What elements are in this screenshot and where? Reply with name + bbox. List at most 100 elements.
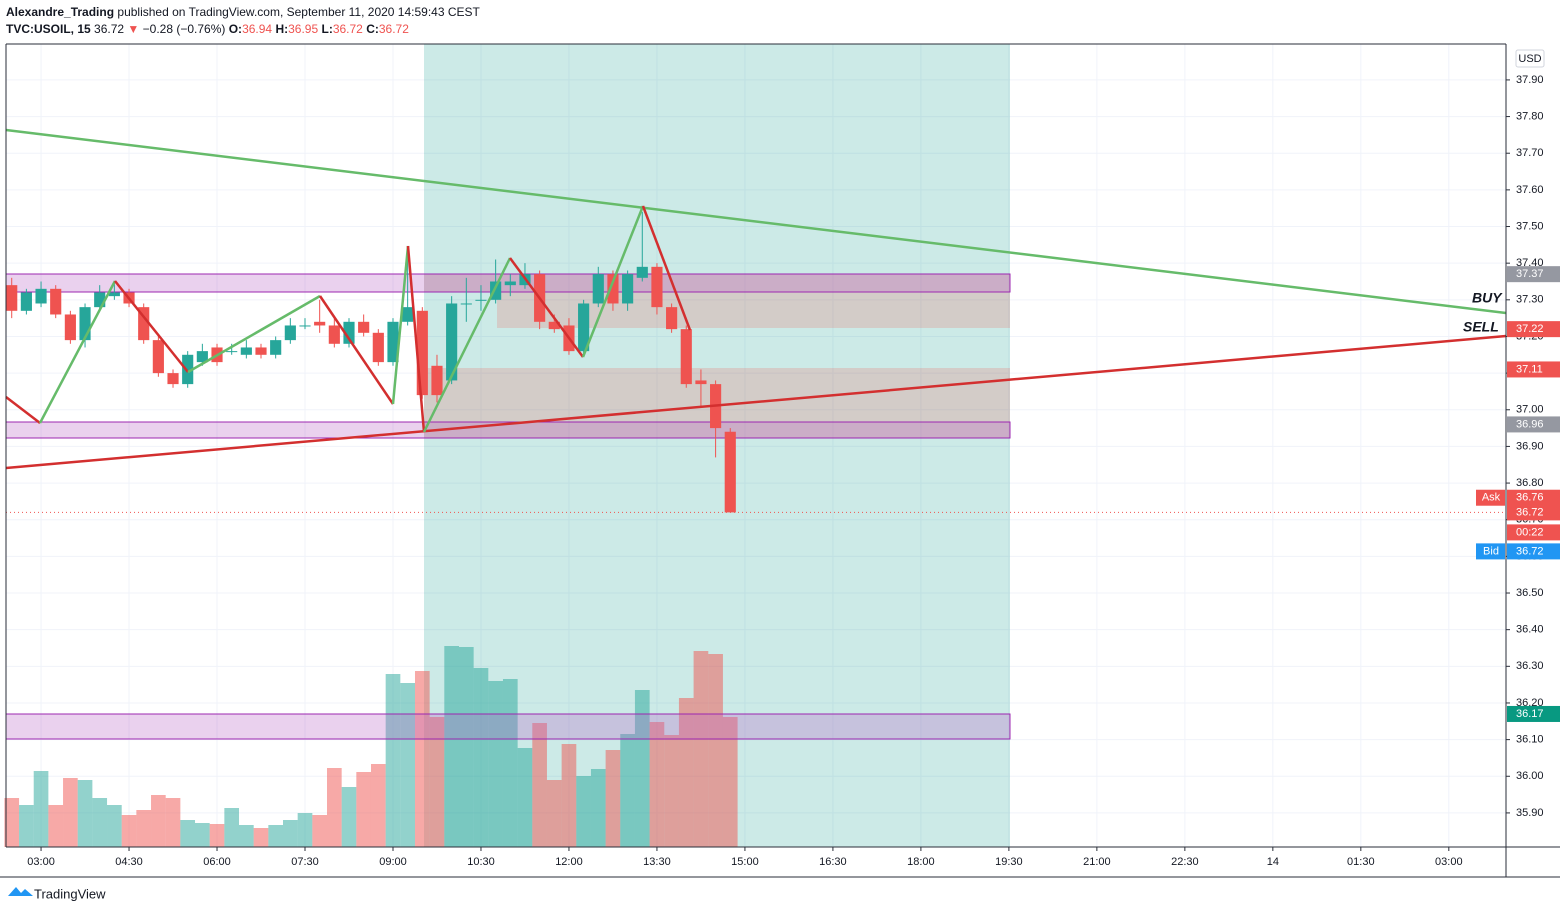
volume-bar bbox=[341, 787, 357, 847]
candle-body bbox=[607, 274, 619, 304]
volume-bar bbox=[165, 798, 181, 847]
l-label: L: bbox=[321, 22, 333, 36]
candle-body bbox=[490, 281, 502, 300]
price-marker bbox=[1507, 361, 1560, 378]
candle-body bbox=[299, 325, 311, 327]
price-tag-label: Ask bbox=[1482, 492, 1501, 504]
volume bbox=[4, 646, 738, 847]
volume-bar bbox=[502, 679, 518, 847]
price-marker bbox=[1507, 266, 1560, 283]
candle-body bbox=[578, 303, 590, 352]
time-scale bbox=[0, 847, 1560, 877]
candle-body bbox=[416, 310, 428, 396]
c-label: C: bbox=[366, 22, 379, 36]
currency-box[interactable] bbox=[1515, 49, 1545, 68]
o-label: O: bbox=[228, 22, 243, 36]
candle-body bbox=[636, 266, 648, 278]
candle-body bbox=[79, 307, 91, 341]
high: 36.95 bbox=[288, 22, 319, 36]
candle-body bbox=[6, 285, 18, 311]
currency: USD bbox=[1518, 53, 1541, 65]
candle-body bbox=[402, 307, 414, 322]
candle-body bbox=[255, 347, 267, 355]
volume-bar bbox=[92, 798, 108, 847]
volume-bar bbox=[253, 828, 269, 847]
y-tick-label: 37.00 bbox=[1516, 404, 1544, 416]
x-tick-label: 18:00 bbox=[907, 856, 935, 868]
x-tick-label: 07:30 bbox=[291, 856, 319, 868]
volume-bar bbox=[620, 734, 635, 847]
volume-bar bbox=[722, 717, 738, 847]
low: 36.72 bbox=[332, 22, 363, 36]
candle-body bbox=[182, 354, 194, 385]
candle-body bbox=[270, 340, 282, 355]
y-tick-label: 35.90 bbox=[1516, 807, 1544, 819]
volume-bar bbox=[326, 768, 342, 847]
volume-bar bbox=[561, 744, 577, 847]
h-label: H: bbox=[275, 22, 289, 36]
logo bbox=[8, 887, 33, 896]
author: Alexandre_Trading bbox=[6, 5, 115, 19]
trend-line bbox=[5, 334, 1507, 470]
price-marker-label: 36.76 bbox=[1516, 492, 1544, 504]
volume-bar bbox=[664, 735, 679, 847]
volume-bar bbox=[532, 723, 547, 847]
volume-bar bbox=[458, 647, 474, 847]
volume-bar bbox=[473, 668, 489, 847]
volume-bar bbox=[136, 810, 152, 847]
axes: 35.9036.0036.1036.2036.3036.4036.5036.60… bbox=[27, 74, 1560, 868]
price-marker bbox=[1507, 705, 1560, 722]
x-tick-label: 15:00 bbox=[731, 856, 759, 868]
x-tick-label: 16:30 bbox=[819, 856, 847, 868]
candle-body bbox=[284, 325, 296, 341]
price-marker bbox=[1507, 543, 1560, 560]
candle-body bbox=[372, 332, 384, 363]
volume-bar bbox=[370, 764, 386, 847]
candle-body bbox=[240, 347, 252, 355]
price-marker-label: 36.96 bbox=[1516, 418, 1544, 430]
volume-bar bbox=[429, 717, 445, 847]
candle-body bbox=[548, 321, 560, 330]
y-tick-label: 37.80 bbox=[1516, 110, 1544, 122]
volume-bar bbox=[121, 815, 137, 847]
candle-body bbox=[167, 373, 179, 385]
zone bbox=[5, 713, 1011, 740]
x-tick-label: 14 bbox=[1267, 856, 1279, 868]
y-tick-label: 36.80 bbox=[1516, 477, 1544, 489]
volume-bar bbox=[33, 771, 49, 847]
volume-bar bbox=[268, 825, 284, 847]
x-tick-label: 03:00 bbox=[1435, 856, 1463, 868]
volume-bar bbox=[283, 820, 298, 847]
price-marker bbox=[1507, 416, 1560, 433]
candle-body bbox=[592, 274, 604, 304]
candle-body bbox=[358, 321, 370, 333]
volume-bar bbox=[693, 651, 709, 847]
header: Alexandre_Trading published on TradingVi… bbox=[6, 4, 480, 38]
volume-bar bbox=[414, 671, 430, 847]
annotation: BUY bbox=[1472, 290, 1503, 306]
header-line: TVC:USOIL, 15 36.72 ▼ −0.28 (−0.76%) O:3… bbox=[6, 21, 480, 38]
candle-body bbox=[152, 340, 164, 374]
volume-bar bbox=[385, 674, 401, 847]
countdown: 00:22 bbox=[1516, 526, 1544, 538]
volume-bar bbox=[224, 808, 240, 847]
brand: TradingView bbox=[34, 886, 106, 901]
volume-bar bbox=[63, 778, 78, 847]
x-tick-label: 21:00 bbox=[1083, 856, 1111, 868]
candle-body bbox=[226, 351, 238, 353]
volume-bar bbox=[590, 769, 606, 847]
zone bbox=[497, 292, 1010, 328]
price-tag bbox=[1476, 543, 1505, 560]
x-tick-label: 22:30 bbox=[1171, 856, 1199, 868]
volume-bar bbox=[546, 780, 562, 847]
y-tick-label: 37.70 bbox=[1516, 147, 1544, 159]
y-tick-label: 36.40 bbox=[1516, 624, 1544, 636]
candle-body bbox=[460, 303, 472, 305]
volume-bar bbox=[297, 813, 313, 847]
candle-body bbox=[94, 292, 106, 308]
candle-body bbox=[314, 321, 326, 326]
volume-bar bbox=[312, 815, 327, 847]
